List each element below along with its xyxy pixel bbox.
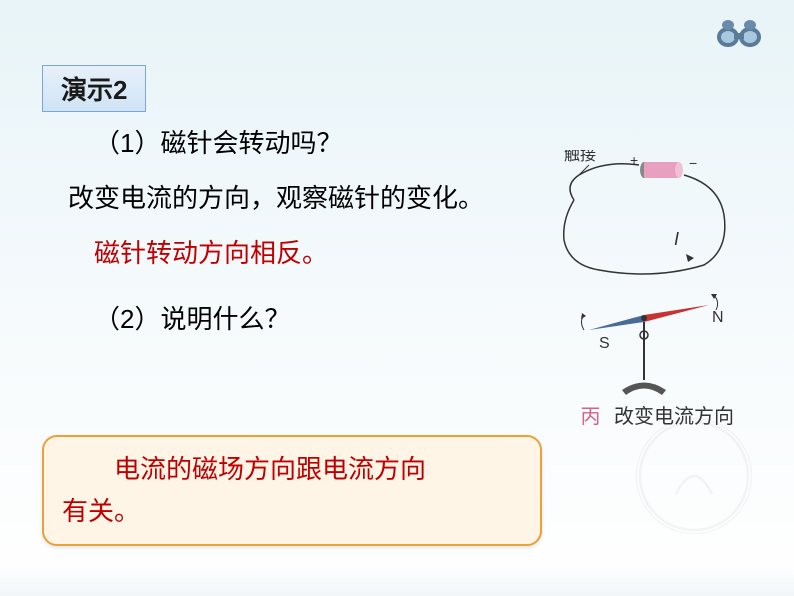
circuit-diagram: 触接 + − I S N bbox=[544, 150, 744, 430]
minus-label: − bbox=[689, 155, 697, 171]
conclusion-box: 电流的磁场方向跟电流方向 有关。 bbox=[42, 435, 542, 546]
instruction-text: 改变电流的方向，观察磁针的变化。 bbox=[42, 175, 542, 222]
plus-label: + bbox=[630, 152, 638, 168]
conclusion-line2: 有关。 bbox=[62, 496, 140, 526]
demo-title: 演示2 bbox=[42, 65, 146, 112]
question-1: （1）磁针会转动吗？ bbox=[42, 120, 542, 167]
answer-1: 磁针转动方向相反。 bbox=[42, 230, 542, 277]
caption-text: 改变电流方向 bbox=[614, 406, 734, 428]
caption-label: 丙 bbox=[580, 406, 600, 428]
question-2: （2）说明什么？ bbox=[42, 296, 542, 343]
south-label: S bbox=[599, 335, 610, 352]
conclusion-line1: 电流的磁场方向跟电流方向 bbox=[114, 454, 426, 484]
content-area: （1）磁针会转动吗？ 改变电流的方向，观察磁针的变化。 磁针转动方向相反。 （2… bbox=[42, 120, 542, 351]
diagram-caption: 丙 改变电流方向 bbox=[580, 400, 734, 429]
touch-label: 触接 bbox=[564, 150, 596, 164]
bottom-scenery bbox=[0, 566, 794, 596]
north-label: N bbox=[712, 309, 724, 326]
current-label: I bbox=[674, 229, 679, 249]
watermark-logo bbox=[634, 416, 754, 536]
binoculars-icon bbox=[714, 15, 764, 50]
